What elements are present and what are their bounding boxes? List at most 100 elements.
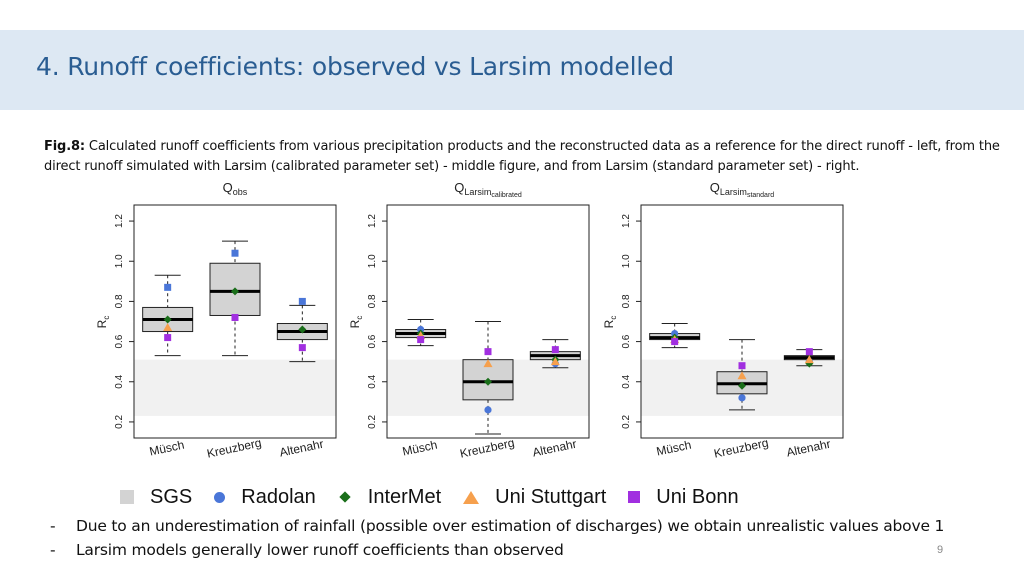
y-axis-label: Rc: [348, 316, 364, 329]
point-square: [231, 313, 239, 321]
chart-title-main: Q: [223, 180, 233, 195]
legend-item-uni-bonn: Uni Bonn: [628, 485, 739, 509]
x-tick-label: Müsch: [401, 438, 438, 459]
y-tick-label: 0.6: [367, 334, 378, 348]
y-axis-label: Rc: [95, 316, 111, 329]
legend-diamond-icon: [339, 491, 351, 503]
y-tick-label: 0.2: [367, 415, 378, 429]
x-tick-label: Altenahr: [531, 437, 578, 460]
chart-title: QLarsimstandard: [710, 180, 774, 199]
x-tick-label: Altenahr: [785, 437, 832, 460]
legend-label: InterMet: [367, 485, 442, 508]
chart-title: QLarsimcalibrated: [454, 180, 522, 199]
point-intermet: [163, 315, 172, 324]
y-tick-label: 1.0: [621, 254, 632, 268]
chart-title-subsub: standard: [747, 192, 774, 199]
legend-square-icon: [120, 490, 134, 504]
bullet-text: Larsim models generally lower runoff coe…: [76, 541, 564, 559]
bullet-text: Due to an underestimation of rainfall (p…: [76, 517, 945, 535]
point-uni-stuttgart: [804, 355, 814, 364]
point-intermet: [231, 287, 239, 296]
point-square: [551, 346, 559, 354]
point-uni-stuttgart: [483, 359, 493, 368]
point-uni-stuttgart: [550, 357, 560, 366]
legend-label: Uni Bonn: [656, 485, 739, 508]
bullet-item: - Due to an underestimation of rainfall …: [50, 514, 1010, 538]
y-tick-label: 0.8: [621, 294, 632, 308]
boxplot-charts: 0.2 0.4 0.6 0.8 1.0 1.2 Rc Qobs Müsch Kreuzberg Al…: [95, 180, 844, 461]
caption-text: Calculated runoff coefficients from vari…: [44, 139, 1000, 174]
plot-frame: [640, 204, 844, 439]
y-tick-label: 0.2: [621, 415, 632, 429]
legend: SGS Radolan InterMet Uni Stuttgart Uni B…: [120, 484, 761, 510]
legend-circle-icon: [214, 491, 226, 503]
point-square: [164, 283, 172, 291]
chart-title-sub: obs: [233, 187, 248, 197]
point-radolan: [417, 325, 425, 334]
x-tick-label: Altenahr: [278, 437, 325, 460]
plot-frame: [386, 204, 590, 439]
point-square: [671, 338, 679, 346]
y-tick-label: 0.8: [367, 294, 378, 308]
y-tick-label: 0.4: [621, 374, 632, 388]
y-tick-label: 0.4: [367, 374, 378, 388]
point-square: [805, 348, 813, 356]
x-tick-label: Kreuzberg: [206, 435, 263, 460]
y-tick-label: 1.0: [367, 254, 378, 268]
bullet-list: - Due to an underestimation of rainfall …: [50, 514, 1010, 562]
y-tick-label: 1.0: [114, 254, 125, 268]
legend-label: Uni Stuttgart: [495, 485, 607, 508]
chart-title: Qobs: [223, 180, 248, 197]
point-uni-stuttgart: [163, 323, 173, 332]
point-square: [738, 362, 746, 370]
y-tick-label: 0.6: [621, 334, 632, 348]
legend-triangle-icon: [463, 490, 480, 504]
x-tick-label: Kreuzberg: [713, 435, 770, 460]
chart-title-subsub: calibrated: [491, 192, 521, 199]
chart-title-main: Q: [454, 180, 464, 195]
page-number: 9: [937, 544, 944, 556]
legend-item-uni-stuttgart: Uni Stuttgart: [463, 486, 606, 509]
chart-title-sub: Larsim: [464, 187, 491, 197]
point-radolan: [484, 406, 492, 414]
point-square: [298, 344, 306, 352]
chart-panel-2: 0.2 0.4 0.6 0.8 1.0 1.2 Rc QLarsimcalibrated Müs…: [348, 180, 590, 461]
point-intermet: [298, 325, 307, 334]
point-intermet: [738, 381, 746, 390]
point-uni-stuttgart: [737, 371, 747, 380]
sgs-band: [134, 359, 336, 416]
point-radolan: [738, 394, 746, 402]
legend-item-intermet: InterMet: [338, 486, 441, 509]
legend-square-icon: [628, 491, 641, 503]
chart-title-main: Q: [710, 180, 720, 195]
y-tick-label: 0.6: [114, 334, 125, 348]
legend-label: SGS: [150, 485, 193, 508]
y-tick-label: 0.2: [114, 415, 125, 429]
bullet-item: - Larsim models generally lower runoff c…: [50, 538, 1010, 562]
bullet-marker: -: [50, 517, 56, 535]
point-square: [231, 249, 239, 257]
y-tick-label: 1.2: [367, 214, 378, 228]
y-axis-label: Rc: [602, 316, 618, 329]
chart-title-sub: Larsim: [720, 187, 747, 197]
slide-title: 4. Runoff coefficients: observed vs Lars…: [36, 52, 674, 81]
legend-label: Radolan: [241, 485, 316, 508]
x-tick-label: Kreuzberg: [459, 435, 516, 460]
y-axis-label-sub: c: [102, 316, 111, 320]
point-square: [298, 297, 306, 305]
legend-item-radolan: Radolan: [214, 486, 316, 509]
point-square: [484, 348, 492, 356]
chart-panel-3: 0.2 0.4 0.6 0.8 1.0 1.2 Rc QLarsimstandard Müsch…: [602, 180, 844, 461]
x-tick-label: Müsch: [655, 438, 692, 459]
caption-label: Fig.8:: [44, 139, 85, 154]
point-square: [417, 336, 425, 344]
y-axis-label-sub: c: [609, 316, 618, 320]
y-tick-label: 0.8: [114, 294, 125, 308]
y-tick-label: 1.2: [114, 214, 125, 228]
point-intermet: [484, 377, 492, 386]
point-radolan: [671, 329, 679, 338]
plot-frame: [133, 204, 337, 439]
chart-panel-1: 0.2 0.4 0.6 0.8 1.0 1.2 Rc Qobs Müsch Kreuzberg Al…: [95, 180, 337, 461]
bullet-marker: -: [50, 541, 56, 559]
y-tick-label: 1.2: [621, 214, 632, 228]
